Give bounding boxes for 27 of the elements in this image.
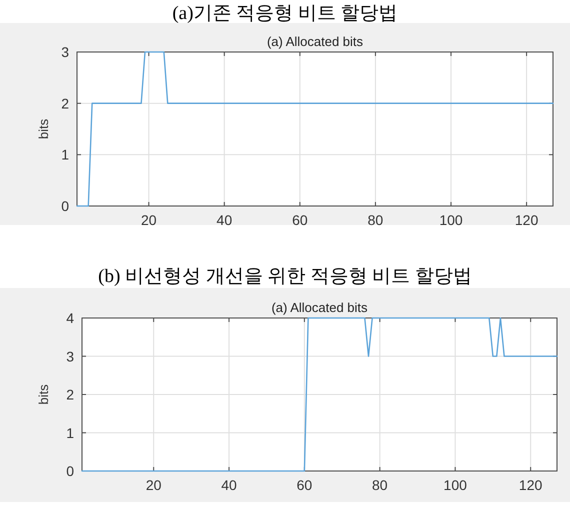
x-tick-label: 80	[372, 477, 388, 493]
chart-title: (b) 비선형성 개선을 위한 적응형 비트 할당법	[98, 266, 472, 287]
x-tick-label: 120	[514, 212, 538, 228]
y-tick-label: 0	[61, 198, 70, 214]
y-tick-label: 2	[66, 386, 74, 402]
y-tick-label: 2	[61, 95, 70, 112]
x-tick-label: 120	[518, 477, 543, 493]
x-tick-label: 60	[296, 477, 312, 493]
x-tick-label: 100	[439, 212, 463, 228]
chart-subtitle: (a) Allocated bits	[266, 34, 364, 49]
y-tick-label: 0	[66, 463, 74, 479]
x-tick-label: 100	[444, 477, 468, 493]
chart-title: (a)기존 적응형 비트 할당법	[172, 3, 398, 24]
y-tick-label: 3	[61, 44, 70, 60]
y-tick-label: 1	[66, 424, 74, 441]
y-axis-title: bits	[36, 118, 51, 140]
x-tick-label: 20	[146, 477, 162, 493]
y-tick-label: 3	[66, 348, 74, 364]
x-tick-label: 80	[368, 212, 384, 228]
y-tick-label: 1	[61, 146, 70, 163]
y-tick-label: 4	[66, 310, 74, 326]
x-tick-label: 20	[140, 212, 157, 228]
x-tick-label: 40	[221, 477, 238, 493]
x-tick-label: 60	[292, 212, 308, 228]
x-tick-label: 40	[216, 212, 232, 228]
y-axis-title: bits	[36, 384, 51, 405]
chart-subtitle: (a) Allocated bits	[271, 300, 368, 315]
